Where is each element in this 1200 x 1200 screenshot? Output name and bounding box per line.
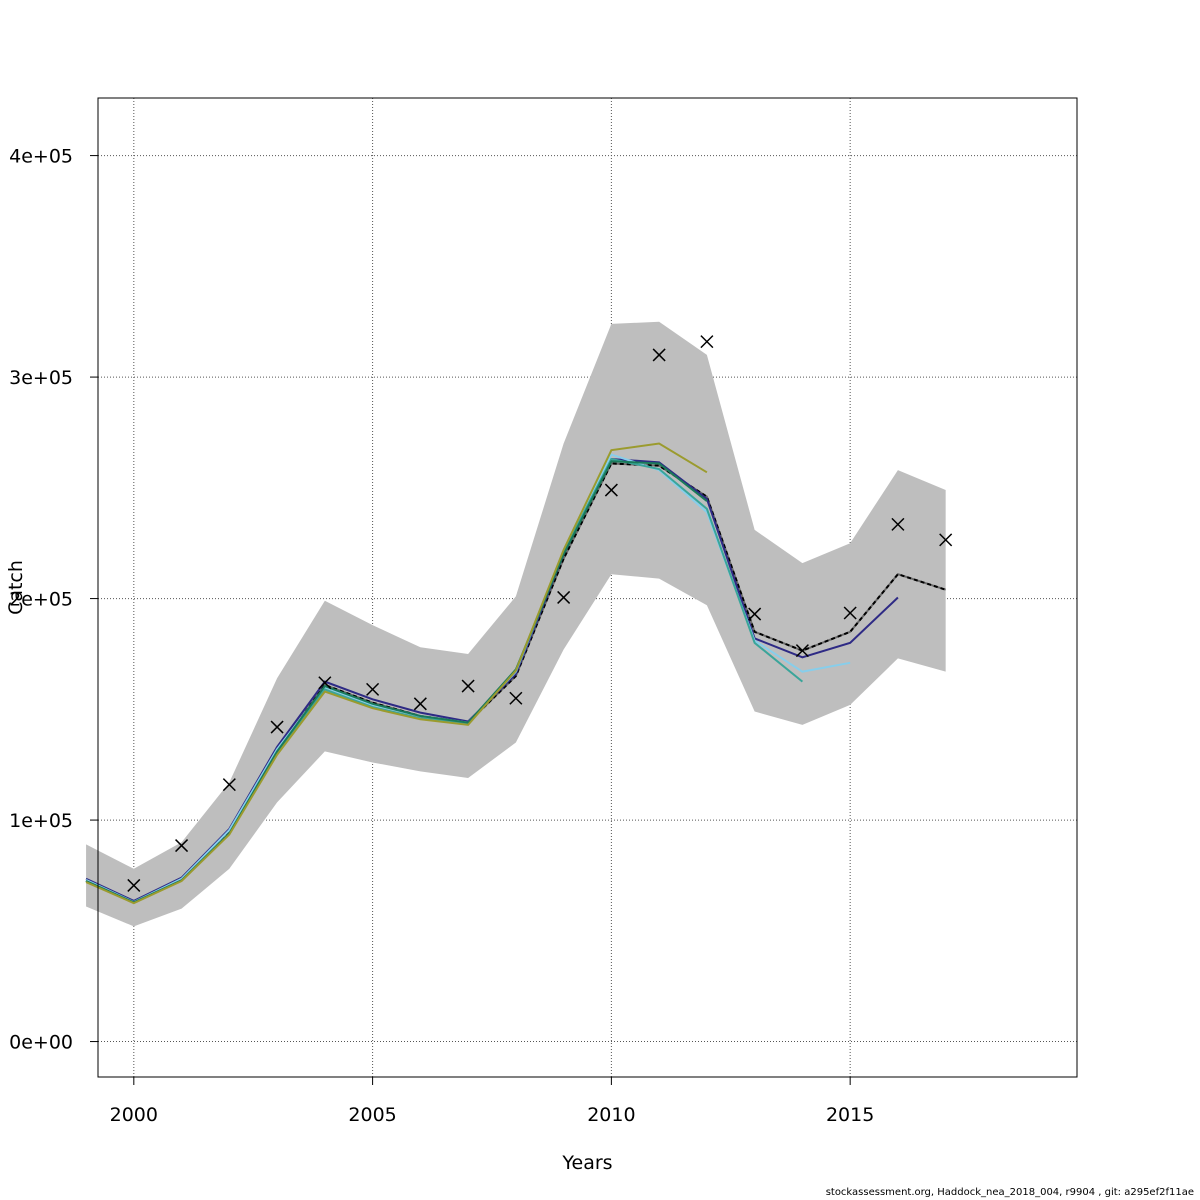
x-tick-label: 2015 — [826, 1104, 874, 1126]
observed-point-stroke — [843, 606, 857, 620]
observed-point-stroke — [891, 517, 905, 531]
observed-catch-markers — [127, 335, 953, 892]
observed-point — [700, 335, 714, 349]
observed-point-stroke — [127, 878, 141, 892]
x-tick-label: 2000 — [110, 1104, 158, 1126]
observed-point — [795, 644, 809, 658]
footer-credit: stockassessment.org, Haddock_nea_2018_00… — [825, 1187, 1194, 1198]
observed-point — [652, 348, 666, 362]
observed-point — [222, 778, 236, 792]
observed-point-stroke — [652, 348, 666, 362]
observed-point — [604, 483, 618, 497]
confidence-band-layer — [86, 321, 946, 927]
y-axis-ticks: 0e+00 1e+05 2e+05 3e+05 4e+05 — [9, 146, 98, 1054]
observed-point-stroke — [461, 679, 475, 693]
observed-point — [127, 878, 141, 892]
x-axis-ticks: 2000 2005 2010 2015 — [110, 1077, 874, 1126]
observed-point-stroke — [413, 697, 427, 711]
observed-point — [175, 839, 189, 853]
x-axis-title: Years — [561, 1152, 612, 1174]
x-tick-label: 2010 — [587, 1104, 635, 1126]
observed-point-stroke — [795, 644, 809, 658]
series-line-0 — [85, 462, 946, 904]
observed-point-stroke — [604, 483, 618, 497]
observed-point-stroke — [509, 691, 523, 705]
observed-point-stroke — [700, 335, 714, 349]
observed-point-stroke — [270, 720, 284, 734]
observed-point — [270, 720, 284, 734]
observed-point — [557, 590, 571, 604]
observed-point-stroke — [318, 676, 332, 690]
observed-point — [843, 606, 857, 620]
observed-point-stroke — [748, 607, 762, 621]
y-tick-label: 4e+05 — [9, 146, 73, 168]
series-lines-layer — [85, 442, 946, 905]
observed-point-stroke — [557, 590, 571, 604]
y-tick-label: 2e+05 — [9, 589, 73, 611]
observed-point — [509, 691, 523, 705]
observed-point-stroke — [222, 778, 236, 792]
y-axis-title: Catch — [5, 560, 27, 615]
observed-point-stroke — [366, 682, 380, 696]
series-line-5 — [85, 442, 708, 905]
y-tick-label: 1e+05 — [9, 810, 73, 832]
observed-point — [891, 517, 905, 531]
observed-point — [939, 533, 953, 547]
x-tick-label: 2005 — [348, 1104, 396, 1126]
observed-point-stroke — [175, 839, 189, 853]
observed-point — [413, 697, 427, 711]
observed-point — [366, 682, 380, 696]
confidence-band — [86, 321, 946, 927]
observed-point — [461, 679, 475, 693]
plot-frame — [97, 97, 1078, 1078]
observed-point — [748, 607, 762, 621]
y-tick-label: 0e+00 — [9, 1032, 73, 1054]
observed-point-stroke — [939, 533, 953, 547]
observed-point — [318, 676, 332, 690]
y-tick-label: 3e+05 — [9, 367, 73, 389]
